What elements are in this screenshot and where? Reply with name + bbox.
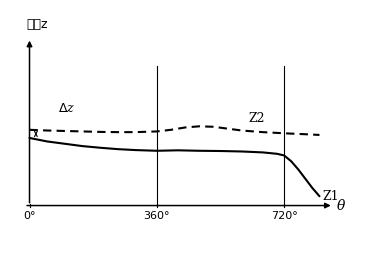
Text: 360°: 360° xyxy=(144,211,170,221)
Text: 位置z: 位置z xyxy=(27,18,48,31)
Text: Z1: Z1 xyxy=(322,190,339,203)
Text: Z2: Z2 xyxy=(249,112,265,125)
Text: 720°: 720° xyxy=(271,211,297,221)
Text: θ: θ xyxy=(336,199,345,213)
Text: 0°: 0° xyxy=(23,211,36,221)
Text: $\Delta$z: $\Delta$z xyxy=(58,102,75,115)
